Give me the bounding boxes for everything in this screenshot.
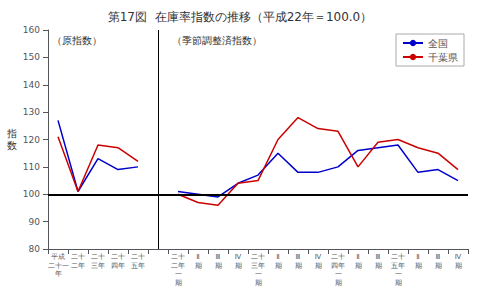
- svg-text:二年: 二年: [71, 262, 85, 270]
- svg-text:期: 期: [455, 262, 462, 270]
- svg-text:Ⅲ: Ⅲ: [376, 253, 381, 261]
- svg-text:三年: 三年: [91, 262, 105, 270]
- svg-text:一: 一: [335, 270, 342, 278]
- svg-text:120: 120: [23, 135, 40, 145]
- svg-text:期: 期: [315, 262, 322, 270]
- svg-text:期: 期: [275, 262, 282, 270]
- svg-text:一: 一: [175, 270, 182, 278]
- svg-text:期: 期: [175, 279, 182, 287]
- svg-text:二十: 二十: [91, 253, 105, 261]
- svg-text:期: 期: [375, 262, 382, 270]
- svg-text:Ⅱ: Ⅱ: [196, 253, 199, 261]
- svg-text:Ⅳ: Ⅳ: [455, 253, 462, 261]
- svg-text:期: 期: [435, 262, 442, 270]
- svg-text:Ⅲ: Ⅲ: [216, 253, 221, 261]
- svg-text:四年: 四年: [331, 262, 345, 270]
- svg-text:二十: 二十: [131, 253, 145, 261]
- svg-text:期: 期: [195, 262, 202, 270]
- svg-text:期: 期: [255, 279, 262, 287]
- svg-text:期: 期: [215, 262, 222, 270]
- svg-text:一: 一: [395, 270, 402, 278]
- svg-text:（季節調整済指数）: （季節調整済指数）: [172, 35, 262, 46]
- svg-text:二十: 二十: [391, 253, 405, 261]
- svg-text:三年: 三年: [251, 262, 265, 270]
- svg-text:期: 期: [335, 279, 342, 287]
- svg-text:100: 100: [23, 189, 40, 199]
- svg-text:期: 期: [355, 262, 362, 270]
- svg-text:平成: 平成: [51, 253, 65, 261]
- svg-text:全国: 全国: [428, 38, 448, 49]
- svg-text:期: 期: [235, 262, 242, 270]
- svg-text:千葉県: 千葉県: [428, 52, 458, 63]
- svg-text:期: 期: [395, 279, 402, 287]
- svg-text:期: 期: [415, 262, 422, 270]
- svg-text:Ⅱ: Ⅱ: [416, 253, 419, 261]
- svg-text:90: 90: [29, 217, 41, 227]
- svg-text:二年: 二年: [171, 262, 185, 270]
- svg-text:数: 数: [7, 140, 17, 151]
- svg-text:Ⅲ: Ⅲ: [436, 253, 441, 261]
- svg-text:二十: 二十: [111, 253, 125, 261]
- svg-text:130: 130: [23, 107, 40, 117]
- svg-text:二十: 二十: [71, 253, 85, 261]
- svg-text:二十: 二十: [331, 253, 345, 261]
- svg-text:二十: 二十: [171, 253, 185, 261]
- svg-text:（原指数）: （原指数）: [52, 35, 102, 46]
- svg-text:160: 160: [23, 25, 40, 35]
- svg-text:五年: 五年: [391, 262, 405, 270]
- svg-text:年: 年: [55, 270, 62, 278]
- svg-text:Ⅱ: Ⅱ: [276, 253, 279, 261]
- svg-text:四年: 四年: [111, 262, 125, 270]
- svg-text:Ⅲ: Ⅲ: [296, 253, 301, 261]
- svg-text:80: 80: [29, 244, 41, 254]
- svg-text:第17図 在庫率指数の推移（平成22年＝100.0）: 第17図 在庫率指数の推移（平成22年＝100.0）: [108, 10, 373, 24]
- svg-text:五年: 五年: [131, 262, 145, 270]
- svg-text:期: 期: [295, 262, 302, 270]
- svg-text:Ⅱ: Ⅱ: [356, 253, 359, 261]
- svg-text:110: 110: [23, 162, 40, 172]
- svg-text:Ⅳ: Ⅳ: [315, 253, 322, 261]
- svg-text:140: 140: [23, 80, 40, 90]
- svg-text:指: 指: [6, 128, 17, 139]
- svg-text:二十一: 二十一: [48, 262, 69, 270]
- svg-text:Ⅳ: Ⅳ: [235, 253, 242, 261]
- svg-text:150: 150: [23, 52, 40, 62]
- svg-text:二十: 二十: [251, 253, 265, 261]
- svg-text:一: 一: [255, 270, 262, 278]
